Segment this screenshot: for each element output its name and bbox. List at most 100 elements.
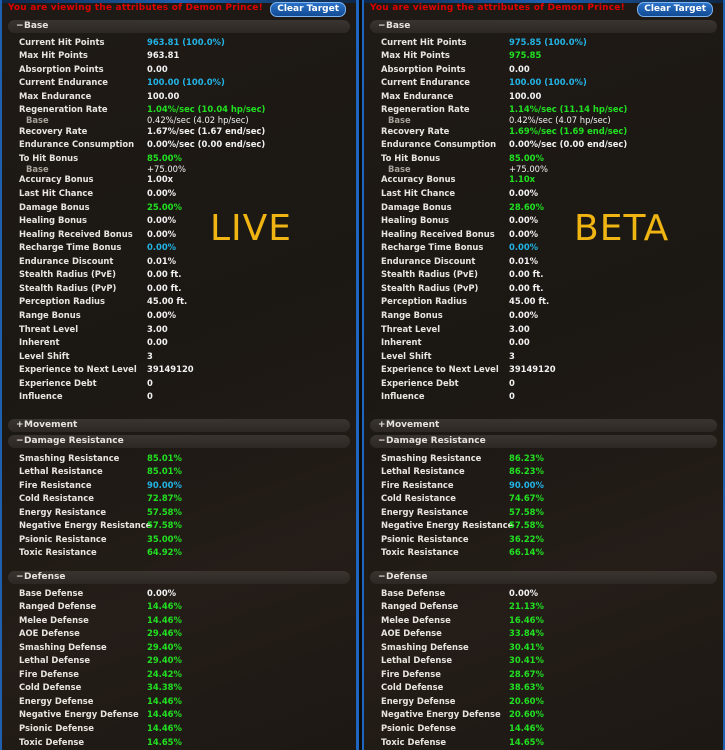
stat-value: 57.58% <box>509 506 544 517</box>
stat-label: Level Shift <box>381 350 432 361</box>
stat-value: 90.00% <box>147 479 182 490</box>
stat-row-ranged-defense: Ranged Defense 21.13% <box>381 600 717 613</box>
collapse-icon: − <box>378 436 386 446</box>
stat-row-psionic-resistance: Psionic Resistance 36.22% <box>381 533 717 546</box>
stat-row-damage-bonus: Damage Bonus 28.60% <box>381 201 717 214</box>
stat-value: 0.01% <box>147 255 177 266</box>
stat-value: 45.00 ft. <box>147 296 188 307</box>
stat-label: Psionic Resistance <box>19 533 107 544</box>
stat-label: Endurance Discount <box>381 255 476 266</box>
stat-label: Damage Bonus <box>19 201 90 212</box>
stat-label: Healing Bonus <box>19 215 88 226</box>
stat-label: Max Endurance <box>381 90 454 101</box>
stat-row-cold-resistance: Cold Resistance 72.87% <box>19 492 350 505</box>
section-header-damage-resistance[interactable]: −Damage Resistance <box>370 435 717 448</box>
stat-label: Cold Defense <box>381 682 444 693</box>
stat-label: Energy Defense <box>381 695 456 706</box>
stat-value: 100.00 (100.0%) <box>147 77 225 88</box>
stat-value: 85.00% <box>509 152 544 163</box>
stat-label: Toxic Defense <box>381 736 447 747</box>
sub-stat-row: Base +75.00% <box>381 163 717 176</box>
stat-row-aoe-defense: AOE Defense 33.84% <box>381 627 717 640</box>
stat-value: 0.42%/sec (4.02 hp/sec) <box>147 115 249 126</box>
collapse-icon: − <box>16 21 24 31</box>
stat-row-cold-resistance: Cold Resistance 74.67% <box>381 492 717 505</box>
stat-value: 33.84% <box>509 628 544 639</box>
stat-label: Stealth Radius (PvP) <box>19 282 117 293</box>
stat-row-range-bonus: Range Bonus 0.00% <box>381 309 717 322</box>
stat-label: Smashing Resistance <box>19 452 120 463</box>
stat-label: Cold Resistance <box>19 493 94 504</box>
stat-row-energy-defense: Energy Defense 14.46% <box>19 695 350 708</box>
stat-row-damage-bonus: Damage Bonus 25.00% <box>19 201 350 214</box>
stat-label: Perception Radius <box>19 296 106 307</box>
stat-row-healing-received-bonus: Healing Received Bonus 0.00% <box>19 228 350 241</box>
section-header-movement[interactable]: +Movement <box>370 419 717 432</box>
stat-row-level-shift: Level Shift 3 <box>19 350 350 363</box>
section-label: Damage Resistance <box>24 436 124 446</box>
stat-label: Base <box>26 163 49 174</box>
stat-row-threat-level: Threat Level 3.00 <box>19 323 350 336</box>
stat-label: Endurance Consumption <box>381 139 497 150</box>
stat-value: 74.67% <box>509 493 544 504</box>
stat-value: 30.41% <box>509 641 544 652</box>
stat-row-influence: Influence 0 <box>19 390 350 403</box>
stat-row-fire-defense: Fire Defense 24.42% <box>19 668 350 681</box>
stat-label: Smashing Defense <box>381 641 469 652</box>
stat-value: 14.46% <box>509 723 544 733</box>
stat-row-max-hit-points: Max Hit Points 963.81 <box>19 49 350 62</box>
stat-label: Energy Defense <box>19 695 94 706</box>
stat-row-influence: Influence 0 <box>381 390 717 403</box>
stat-value: 975.85 (100.0%) <box>509 36 587 47</box>
target-title: You are viewing the attributes of Demon … <box>370 3 625 13</box>
stat-row-to-hit-bonus: To Hit Bonus 85.00% <box>381 152 717 165</box>
stat-label: Psionic Defense <box>19 723 94 733</box>
stat-label: Accuracy Bonus <box>381 174 456 185</box>
stat-value: 1.04%/sec (10.04 hp/sec) <box>147 104 266 115</box>
section-header-base[interactable]: −Base <box>370 20 717 33</box>
stat-value: 24.42% <box>147 668 182 679</box>
stat-row-recharge-time-bonus: Recharge Time Bonus 0.00% <box>19 241 350 254</box>
stat-value: 0.00% <box>509 242 539 253</box>
stat-value: 1.67%/sec (1.67 end/sec) <box>147 125 266 136</box>
section-header-base[interactable]: −Base <box>8 20 350 33</box>
stat-row-lethal-resistance: Lethal Resistance 86.23% <box>381 465 717 478</box>
stat-value: 39149120 <box>147 364 194 375</box>
stat-label: Max Endurance <box>19 90 92 101</box>
section-header-movement[interactable]: +Movement <box>8 419 350 432</box>
stat-label: Influence <box>381 391 425 402</box>
clear-target-button[interactable]: Clear Target <box>637 2 713 17</box>
section-header-defense[interactable]: −Defense <box>370 571 717 584</box>
stat-value: 0 <box>509 391 515 402</box>
stat-row-inherent: Inherent 0.00 <box>19 336 350 349</box>
stat-value: 0.00% <box>509 188 539 198</box>
stat-value: 0 <box>147 391 153 402</box>
stat-label: Energy Resistance <box>19 506 107 517</box>
stat-label: Inherent <box>19 337 60 348</box>
stat-row-current-endurance: Current Endurance 100.00 (100.0%) <box>381 76 717 89</box>
stat-row-stealth-radius-pve: Stealth Radius (PvE) 0.00 ft. <box>19 268 350 281</box>
stat-label: Melee Defense <box>381 614 451 625</box>
stat-value: 39149120 <box>509 364 556 375</box>
stat-row-smashing-defense: Smashing Defense 30.41% <box>381 641 717 654</box>
stat-row-cold-defense: Cold Defense 34.38% <box>19 681 350 694</box>
clear-target-button[interactable]: Clear Target <box>270 2 346 17</box>
collapse-icon: − <box>16 572 24 582</box>
stat-value: 0.00 <box>147 337 168 348</box>
stat-value: 0.00% <box>509 309 539 320</box>
stat-label: Healing Received Bonus <box>19 228 133 239</box>
section-header-defense[interactable]: −Defense <box>8 571 350 584</box>
stat-value: 20.60% <box>509 695 544 706</box>
stat-label: Energy Resistance <box>381 506 469 517</box>
section-header-damage-resistance[interactable]: −Damage Resistance <box>8 435 350 448</box>
section-label: Damage Resistance <box>386 436 486 446</box>
stat-value: 0.00% <box>147 215 177 226</box>
stat-value: 14.65% <box>147 736 182 747</box>
stat-label: Threat Level <box>381 323 441 334</box>
stat-label: Negative Energy Defense <box>19 709 139 720</box>
sub-stat-row: Base +75.00% <box>19 163 350 176</box>
stat-label: Stealth Radius (PvE) <box>19 269 116 280</box>
collapse-icon: − <box>378 572 386 582</box>
stat-value: 0.00 <box>509 337 530 348</box>
stat-row-to-hit-bonus: To Hit Bonus 85.00% <box>19 152 350 165</box>
